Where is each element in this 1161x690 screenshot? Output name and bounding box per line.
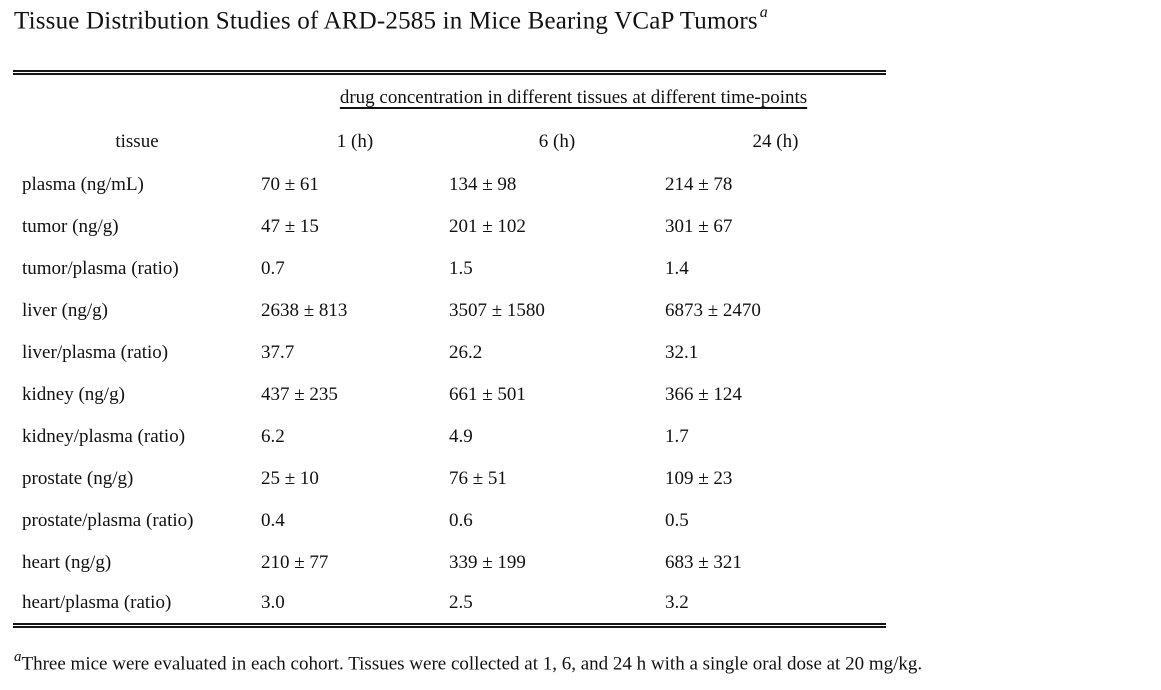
value-cell: 6873 ± 2470 [665,299,761,321]
value-cell: 134 ± 98 [449,173,517,195]
column-header-24h: 24 (h) [752,131,799,152]
value-cell: 3507 ± 1580 [449,299,545,321]
title-superscript: a [759,4,768,21]
footnote-text: Three mice were evaluated in each cohort… [21,653,923,675]
table-row: tumor/plasma (ratio) 0.7 1.5 1.4 [13,248,886,290]
value-cell: 0.5 [665,509,689,531]
value-cell: 661 ± 501 [449,383,526,405]
tissue-label-cell: kidney (ng/g) [22,383,125,405]
table-row: tumor (ng/g) 47 ± 15 201 ± 102 301 ± 67 [13,206,886,248]
value-cell: 47 ± 15 [261,215,319,237]
table-row: kidney/plasma (ratio) 6.2 4.9 1.7 [13,416,886,458]
value-cell: 339 ± 199 [449,551,526,573]
tissue-distribution-table: drug concentration in different tissues … [13,70,887,628]
tissue-label-cell: liver/plasma (ratio) [22,341,169,363]
footnote: aThree mice were evaluated in each cohor… [14,649,1144,675]
value-cell: 25 ± 10 [261,467,319,489]
value-cell: 1.7 [665,425,689,447]
value-cell: 2.5 [449,592,473,614]
table-row: prostate/plasma (ratio) 0.4 0.6 0.5 [13,500,886,542]
tissue-label-cell: heart (ng/g) [22,551,112,573]
tissue-label-cell: kidney/plasma (ratio) [22,425,186,447]
value-cell: 437 ± 235 [261,383,338,405]
column-header-row: tissue 1 (h) 6 (h) 24 (h) [13,121,886,164]
tissue-label-cell: plasma (ng/mL) [22,173,144,195]
table-row: liver (ng/g) 2638 ± 813 3507 ± 1580 6873… [13,290,886,332]
tissue-label-cell: tumor/plasma (ratio) [22,257,179,279]
value-cell: 366 ± 124 [665,383,742,405]
table-row: liver/plasma (ratio) 37.7 26.2 32.1 [13,332,886,374]
table-row: kidney (ng/g) 437 ± 235 661 ± 501 366 ± … [13,374,886,416]
tissue-label-cell: prostate/plasma (ratio) [22,509,194,531]
value-cell: 109 ± 23 [665,467,733,489]
value-cell: 201 ± 102 [449,215,526,237]
table-row: heart/plasma (ratio) 3.0 2.5 3.2 [13,584,886,626]
value-cell: 301 ± 67 [665,215,733,237]
value-cell: 70 ± 61 [261,173,319,195]
value-cell: 1.4 [665,257,689,279]
value-cell: 214 ± 78 [665,173,733,195]
table-row: prostate (ng/g) 25 ± 10 76 ± 51 109 ± 23 [13,458,886,500]
value-cell: 32.1 [665,341,699,363]
column-header-6h: 6 (h) [538,131,576,152]
value-cell: 6.2 [261,425,285,447]
span-header-spacer [13,73,261,121]
span-header-row: drug concentration in different tissues … [13,73,886,121]
value-cell: 76 ± 51 [449,467,507,489]
table-row: plasma (ng/mL) 70 ± 61 134 ± 98 214 ± 78 [13,164,886,206]
value-cell: 3.0 [261,592,285,614]
page-title: Tissue Distribution Studies of ARD-2585 … [14,4,768,35]
value-cell: 0.4 [261,509,285,531]
value-cell: 683 ± 321 [665,551,742,573]
value-cell: 2638 ± 813 [261,299,348,321]
table-row: heart (ng/g) 210 ± 77 339 ± 199 683 ± 32… [13,542,886,584]
value-cell: 26.2 [449,341,483,363]
column-header-tissue: tissue [115,131,159,152]
value-cell: 0.6 [449,509,473,531]
value-cell: 37.7 [261,341,295,363]
tissue-label-cell: heart/plasma (ratio) [22,592,172,614]
tissue-label-cell: tumor (ng/g) [22,215,119,237]
footnote-marker: a [14,649,22,665]
span-header: drug concentration in different tissues … [261,73,886,121]
column-header-1h: 1 (h) [336,131,374,152]
value-cell: 210 ± 77 [261,551,329,573]
value-cell: 1.5 [449,257,473,279]
span-header-text: drug concentration in different tissues … [339,86,808,108]
value-cell: 3.2 [665,592,689,614]
tissue-label-cell: liver (ng/g) [22,299,109,321]
tissue-label-cell: prostate (ng/g) [22,467,134,489]
title-text: Tissue Distribution Studies of ARD-2585 … [14,7,758,35]
value-cell: 4.9 [449,425,473,447]
value-cell: 0.7 [261,257,285,279]
